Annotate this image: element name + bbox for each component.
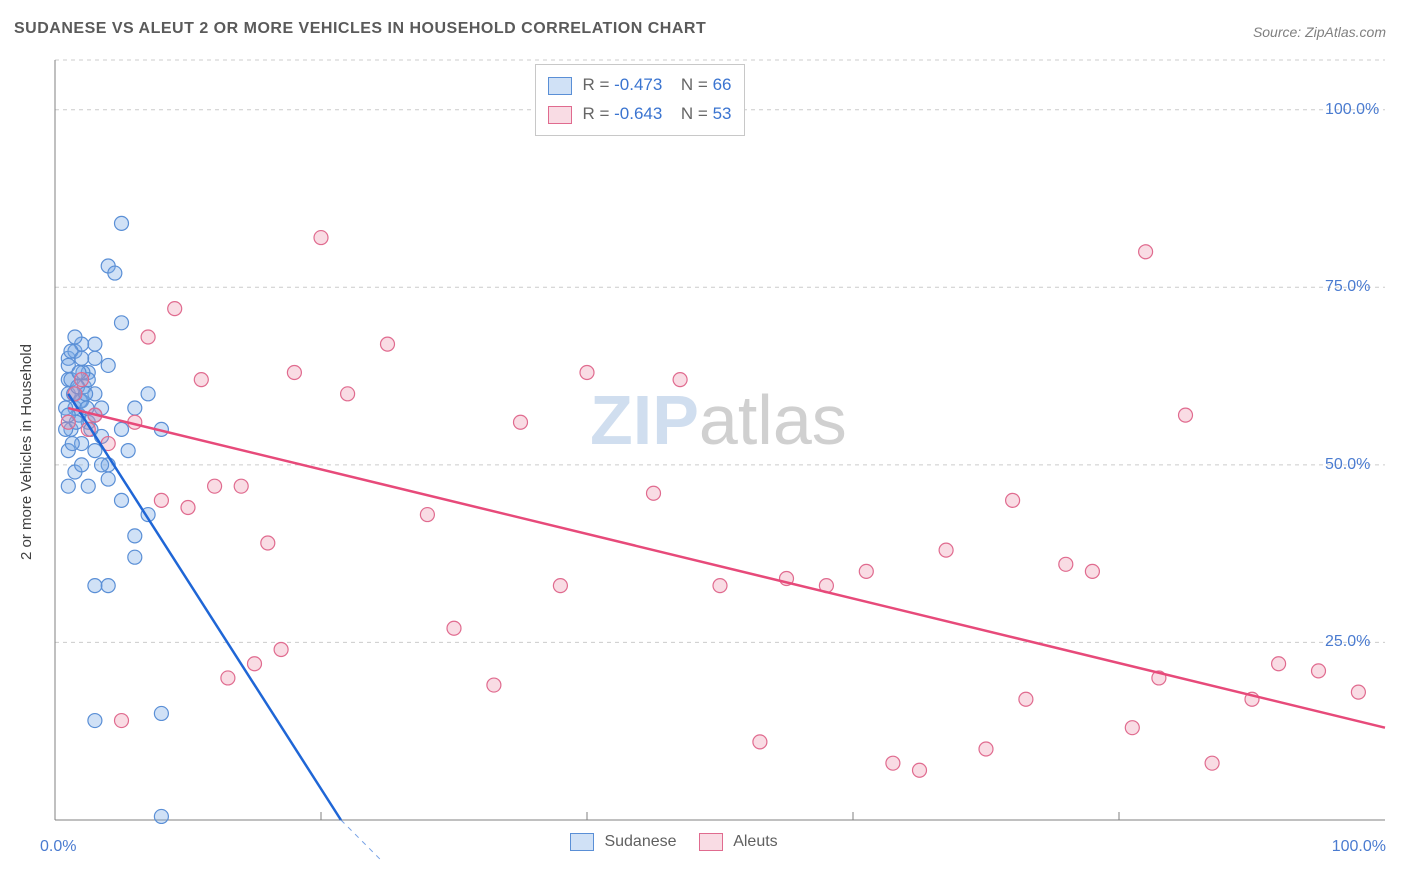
stats-r-label-1: R = xyxy=(582,75,614,94)
x-label-right: 100.0% xyxy=(1332,838,1386,856)
source-label: Source: ZipAtlas.com xyxy=(1253,24,1386,40)
stats-n-label-1: N = xyxy=(667,75,713,94)
y-tick-label: 100.0% xyxy=(1325,101,1379,119)
y-tick-label: 25.0% xyxy=(1325,633,1370,651)
legend-label-aleuts: Aleuts xyxy=(733,833,777,850)
stats-row-1: R = -0.473 N = 66 xyxy=(548,71,732,100)
stats-n-value-1: 66 xyxy=(713,75,732,94)
stats-n-value-2: 53 xyxy=(713,104,732,123)
y-tick-label: 75.0% xyxy=(1325,278,1370,296)
y-tick-label: 50.0% xyxy=(1325,456,1370,474)
stats-row-2: R = -0.643 N = 53 xyxy=(548,100,732,129)
stats-n-label-2: N = xyxy=(667,104,713,123)
legend-swatch-sudanese xyxy=(570,833,594,851)
scatter-plot xyxy=(55,60,1385,820)
series-legend: Sudanese Aleuts xyxy=(570,833,778,851)
stats-swatch-1 xyxy=(548,77,572,95)
stats-box: R = -0.473 N = 66 R = -0.643 N = 53 xyxy=(535,64,745,136)
stats-swatch-2 xyxy=(548,106,572,124)
stats-r-label-2: R = xyxy=(582,104,614,123)
x-label-left: 0.0% xyxy=(40,838,76,856)
stats-r-value-2: -0.643 xyxy=(614,104,662,123)
y-axis-label: 2 or more Vehicles in Household xyxy=(18,344,35,560)
legend-swatch-aleuts xyxy=(699,833,723,851)
stats-r-value-1: -0.473 xyxy=(614,75,662,94)
legend-label-sudanese: Sudanese xyxy=(604,833,676,850)
chart-title: SUDANESE VS ALEUT 2 OR MORE VEHICLES IN … xyxy=(14,20,706,38)
